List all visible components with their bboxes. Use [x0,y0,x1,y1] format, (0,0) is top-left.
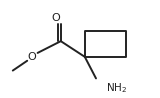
Text: O: O [52,13,60,23]
Text: NH$_2$: NH$_2$ [106,81,127,95]
Text: O: O [28,52,36,62]
